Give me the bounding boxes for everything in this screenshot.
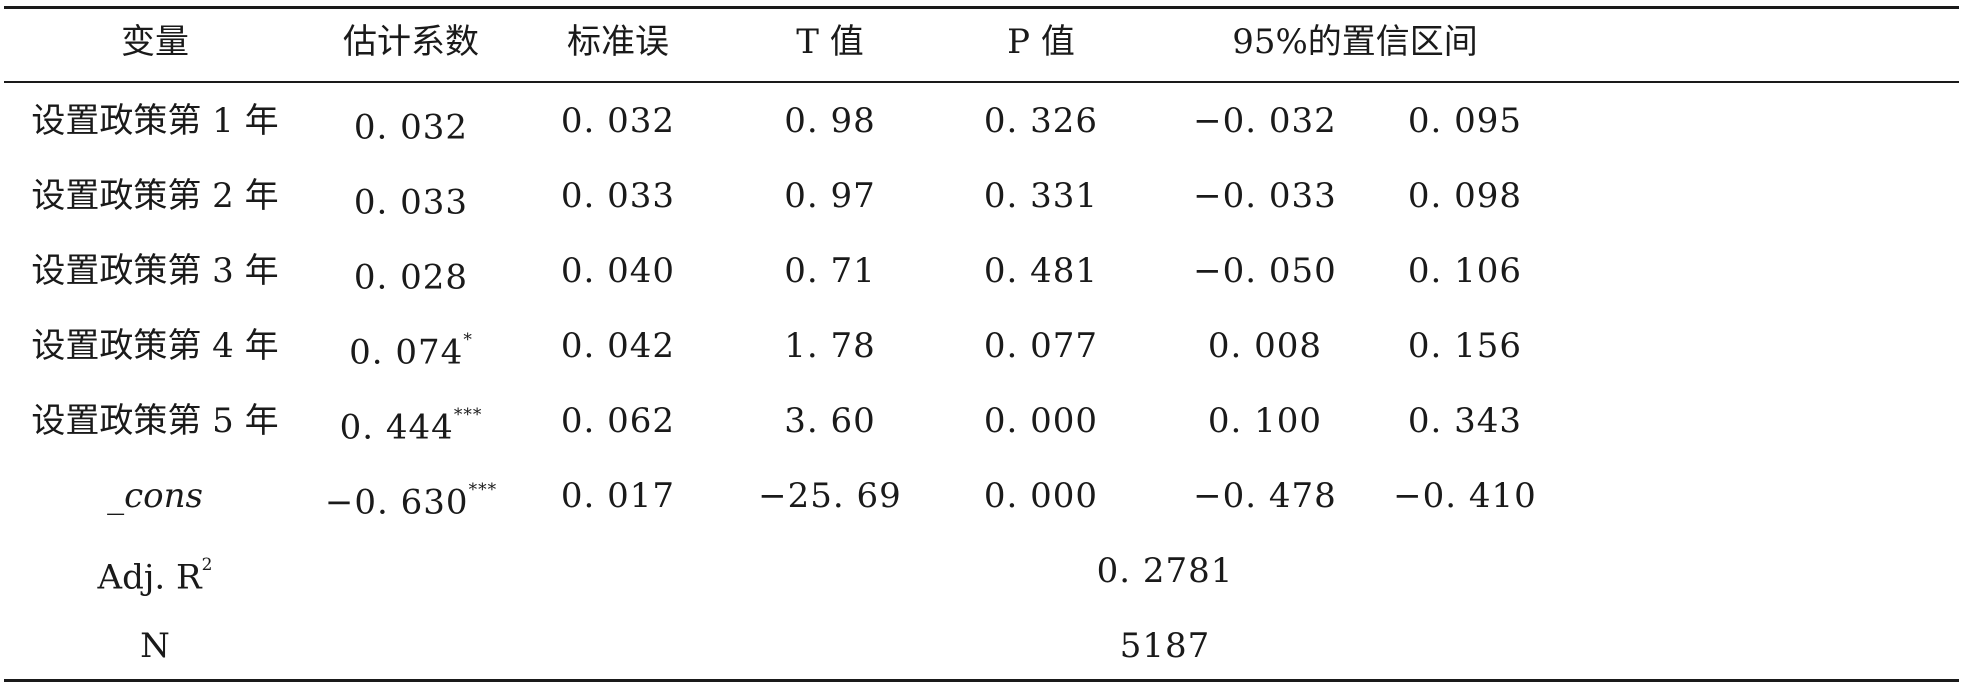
ci-upper: 0. 095: [1407, 101, 1523, 141]
t-value: 0. 97: [784, 176, 876, 216]
std-error: 0. 042: [560, 326, 676, 366]
t-value: −25. 69: [758, 476, 902, 516]
coefficient: 0. 074*: [349, 330, 473, 373]
p-value: 0. 000: [983, 401, 1099, 441]
coefficient: 0. 444***: [339, 405, 483, 448]
t-value: 0. 71: [784, 251, 876, 291]
header-variable: 变量: [121, 22, 189, 62]
coefficient: 0. 032: [353, 107, 469, 148]
variable-name: 设置政策第 3 年: [31, 251, 279, 291]
header-rule: [4, 81, 1959, 83]
table-row: 设置政策第 4 年 0. 074* 0. 042 1. 78 0. 077 0.…: [0, 309, 1963, 384]
ci-lower: −0. 033: [1193, 176, 1337, 216]
table-row: 设置政策第 5 年 0. 444*** 0. 062 3. 60 0. 000 …: [0, 384, 1963, 459]
ci-upper: 0. 098: [1407, 176, 1523, 216]
ci-upper: 0. 343: [1407, 401, 1523, 441]
variable-name: 设置政策第 2 年: [31, 176, 279, 216]
header-confidence-interval: 95%的置信区间: [1232, 22, 1478, 62]
ci-lower: −0. 478: [1193, 476, 1337, 516]
p-value: 0. 326: [983, 101, 1099, 141]
table-row: 设置政策第 1 年 0. 032 0. 032 0. 98 0. 326 −0.…: [0, 84, 1963, 159]
n-value: 5187: [1119, 626, 1211, 666]
variable-name: _cons: [107, 476, 203, 516]
bottom-rule: [4, 679, 1959, 682]
adj-r2-row: Adj. R2 0. 2781: [0, 534, 1963, 609]
std-error: 0. 062: [560, 401, 676, 441]
t-value: 0. 98: [784, 101, 876, 141]
variable-name: 设置政策第 4 年: [31, 326, 279, 366]
coefficient: 0. 033: [353, 182, 469, 223]
ci-upper: −0. 410: [1393, 476, 1537, 516]
variable-name: 设置政策第 1 年: [31, 101, 279, 141]
header-t-value: T 值: [796, 22, 864, 62]
table-row: 设置政策第 2 年 0. 033 0. 033 0. 97 0. 331 −0.…: [0, 159, 1963, 234]
p-value: 0. 331: [983, 176, 1099, 216]
coefficient: −0. 630***: [324, 480, 498, 523]
header-row: 变量 估计系数 标准误 T 值 P 值 95%的置信区间: [0, 2, 1963, 77]
coefficient: 0. 028: [353, 257, 469, 298]
adj-r2-label: Adj. R2: [97, 555, 213, 598]
ci-lower: −0. 050: [1193, 251, 1337, 291]
variable-name: 设置政策第 5 年: [31, 401, 279, 441]
ci-upper: 0. 156: [1407, 326, 1523, 366]
std-error: 0. 032: [560, 101, 676, 141]
n-row: N 5187: [0, 609, 1963, 684]
header-coefficient: 估计系数: [343, 22, 479, 62]
table-row: _cons −0. 630*** 0. 017 −25. 69 0. 000 −…: [0, 459, 1963, 534]
header-p-value: P 值: [1007, 22, 1075, 62]
table-row: 设置政策第 3 年 0. 028 0. 040 0. 71 0. 481 −0.…: [0, 234, 1963, 309]
ci-lower: 0. 008: [1207, 326, 1323, 366]
ci-upper: 0. 106: [1407, 251, 1523, 291]
t-value: 3. 60: [784, 401, 876, 441]
std-error: 0. 033: [560, 176, 676, 216]
t-value: 1. 78: [784, 326, 876, 366]
n-label: N: [140, 626, 170, 666]
adj-r2-value: 0. 2781: [1096, 551, 1234, 591]
ci-lower: −0. 032: [1193, 101, 1337, 141]
p-value: 0. 000: [983, 476, 1099, 516]
top-rule: [4, 6, 1959, 9]
header-std-error: 标准误: [567, 22, 669, 62]
p-value: 0. 481: [983, 251, 1099, 291]
std-error: 0. 040: [560, 251, 676, 291]
p-value: 0. 077: [983, 326, 1099, 366]
ci-lower: 0. 100: [1207, 401, 1323, 441]
std-error: 0. 017: [560, 476, 676, 516]
